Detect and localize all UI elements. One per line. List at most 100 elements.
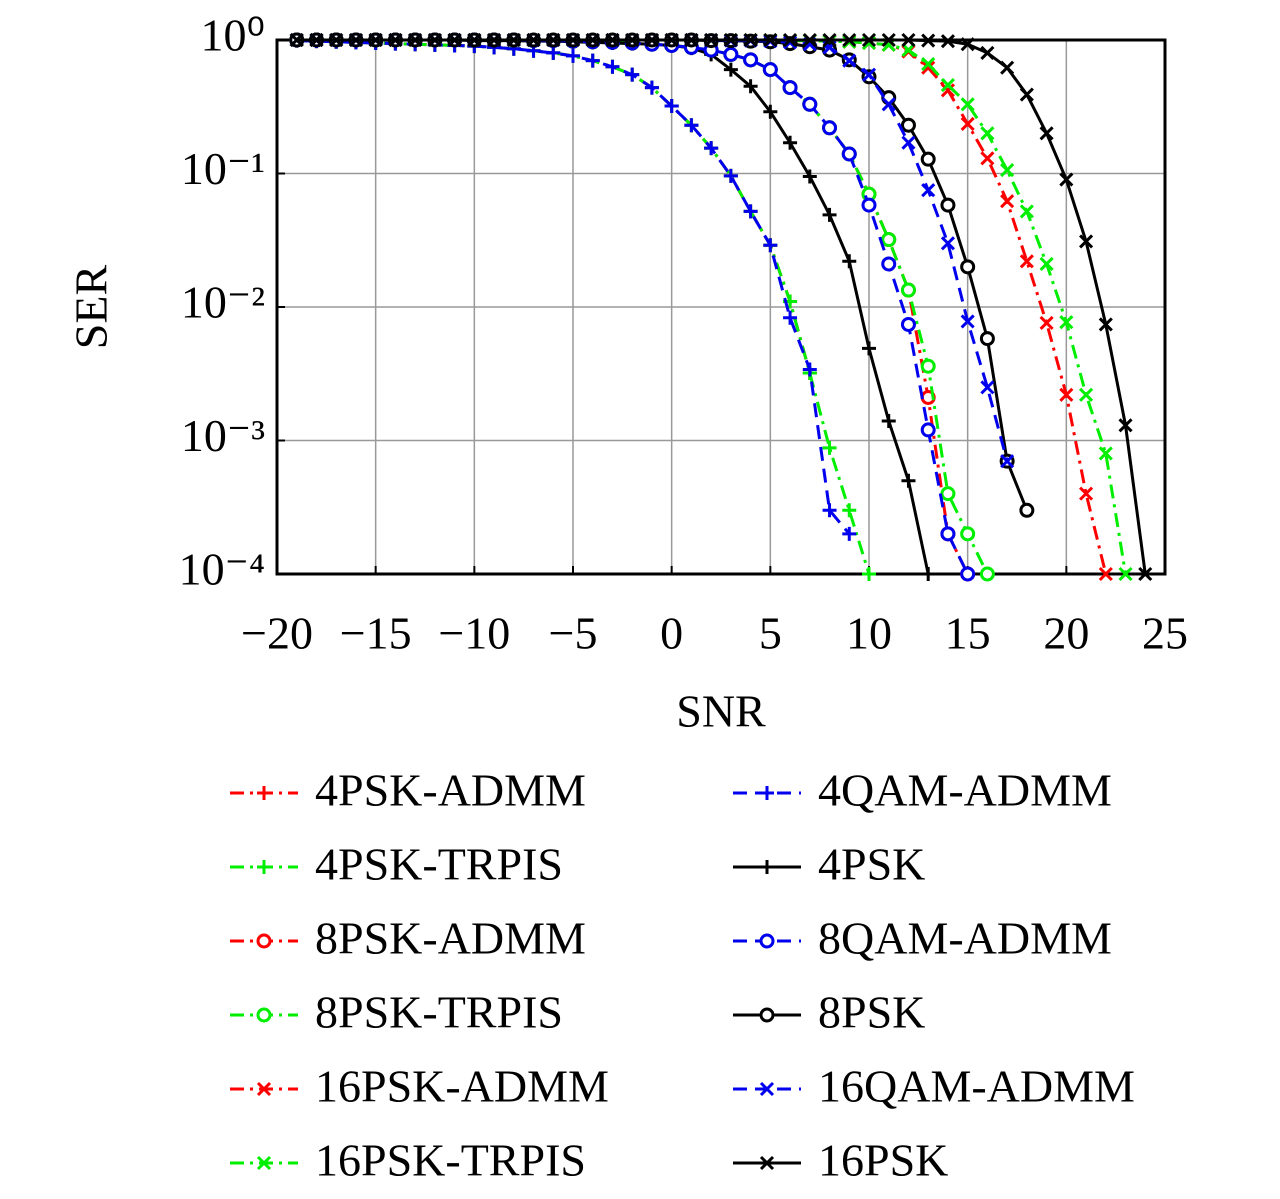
marker [979,566,995,582]
series-line [296,39,812,374]
legend-marker [257,786,271,800]
legend-marker [257,860,271,874]
marker [921,183,936,198]
marker [1079,387,1094,402]
marker [940,34,955,49]
y-tick-label: 10⁻⁴ [179,544,265,595]
legend-label: 8PSK-TRPIS [315,987,563,1038]
legend-label: 8PSK [818,987,925,1038]
marker [723,62,738,77]
x-tick-label: −20 [241,608,313,659]
legend-entry: 8QAM-ADMM [733,913,1112,964]
marker [842,32,857,48]
marker [467,32,482,48]
marker [1079,234,1094,249]
marker [921,60,936,75]
legend-entry: 4PSK-TRPIS [230,839,563,890]
marker [704,141,719,156]
marker [960,566,976,582]
marker [743,79,758,94]
marker [566,48,580,63]
legend-marker [760,786,774,800]
marker [1118,566,1133,582]
legend-marker [760,860,774,874]
marker [1019,204,1034,219]
marker [960,97,975,112]
marker [861,67,877,82]
marker [1000,454,1015,469]
legend-label: 8QAM-ADMM [818,913,1112,964]
marker [762,62,778,78]
marker [940,526,956,542]
marker [861,197,877,213]
marker [980,151,995,166]
marker [289,32,304,48]
legend-marker [256,1007,272,1023]
legend-label: 16QAM-ADMM [818,1061,1135,1112]
x-tick-label: 15 [945,608,991,659]
marker [921,33,936,48]
marker [723,168,738,183]
marker [862,567,876,581]
marker [842,503,857,518]
marker [802,32,817,48]
legend-entry: 16PSK-ADMM [230,1061,609,1112]
x-tick-label: 10 [846,608,892,659]
marker [625,67,640,82]
marker [901,135,916,150]
marker [704,32,719,48]
marker [1039,126,1054,141]
legend-entry: 16PSK-TRPIS [230,1135,586,1186]
marker [940,236,955,251]
legend-marker [256,1155,272,1171]
marker [447,32,462,48]
marker [900,117,916,133]
marker [1019,254,1034,269]
marker [921,567,936,581]
marker [862,341,876,356]
marker [1059,315,1074,330]
marker [546,32,561,48]
legend-entry: 16QAM-ADMM [733,1061,1135,1112]
marker [802,96,818,112]
legend-entry: 8PSK-ADMM [230,913,586,964]
x-axis-label: SNR [676,686,766,737]
legend-label: 4PSK-ADMM [315,765,586,816]
marker [979,331,995,347]
legend-label: 16PSK [818,1135,948,1186]
marker [881,32,896,48]
x-tick-label: −10 [438,608,510,659]
marker [1059,172,1074,187]
x-tick-label: 25 [1142,608,1188,659]
marker [783,32,798,48]
marker [861,32,877,48]
marker [526,32,541,48]
legend-marker [759,1155,775,1171]
legend-label: 16PSK-ADMM [315,1061,609,1112]
legend-entry: 4PSK [733,839,925,890]
legend-marker [759,933,775,949]
x-tick-label: −15 [340,608,412,659]
marker [664,32,679,48]
legend-entry: 4PSK-ADMM [230,765,586,816]
marker [1000,60,1015,75]
marker [881,232,897,248]
marker [980,126,995,141]
y-axis-label: SER [66,265,117,350]
marker [625,32,640,48]
marker [822,440,837,455]
marker [585,32,600,48]
marker [1098,317,1113,332]
marker [783,310,798,325]
marker [763,104,778,119]
marker [881,256,897,272]
marker [822,207,837,222]
marker [408,32,423,48]
y-tick-label: 10⁻¹ [181,143,265,194]
legend-marker [759,1007,775,1023]
marker [605,59,620,74]
marker [1098,566,1113,582]
marker [940,486,956,502]
marker [684,32,699,48]
marker [546,45,561,60]
